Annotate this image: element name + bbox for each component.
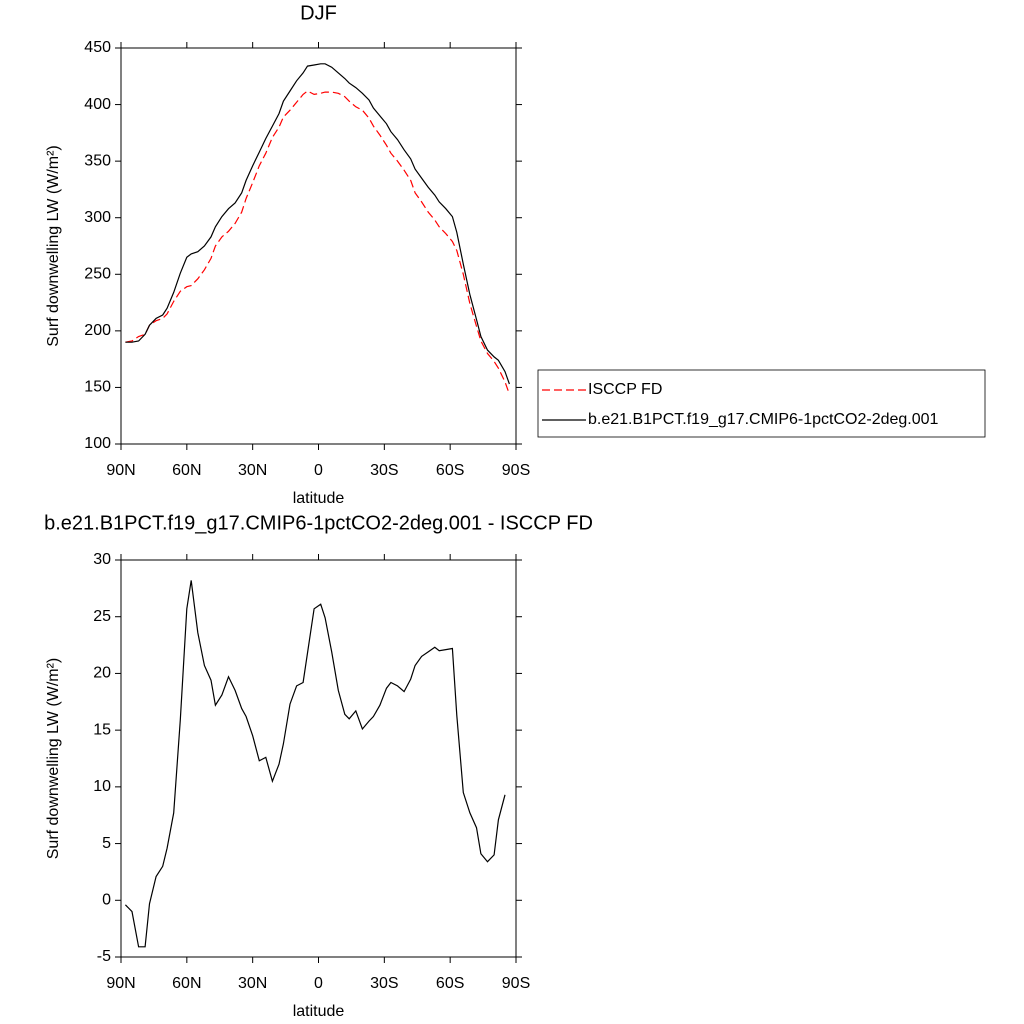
chart-title: DJF — [300, 2, 337, 24]
y-tick-label: 200 — [84, 322, 111, 339]
x-tick-label: 30N — [238, 462, 267, 479]
y-tick-label: 300 — [84, 209, 111, 226]
y-tick-label: 5 — [102, 835, 111, 852]
y-tick-label: 400 — [84, 96, 111, 113]
legend-label: ISCCP FD — [588, 381, 662, 398]
plot-frame — [120, 47, 517, 445]
x-tick-label: 90N — [106, 462, 135, 479]
data-line — [125, 63, 510, 385]
y-tick-label: 30 — [93, 551, 111, 568]
x-tick-label: 30S — [370, 462, 398, 479]
x-axis-label: latitude — [293, 490, 345, 507]
x-axis-label: latitude — [293, 1003, 345, 1020]
x-tick-label: 90N — [106, 975, 135, 992]
y-tick-label: 10 — [93, 778, 111, 795]
legend-label: b.e21.B1PCT.f19_g17.CMIP6-1pctCO2-2deg.0… — [588, 411, 939, 428]
y-tick-label: 25 — [93, 608, 111, 625]
x-tick-label: 30N — [238, 975, 267, 992]
x-tick-label: 60N — [172, 462, 201, 479]
y-tick-label: 100 — [84, 435, 111, 452]
x-tick-label: 60S — [436, 462, 464, 479]
y-tick-label: 150 — [84, 379, 111, 396]
y-tick-label: 0 — [102, 892, 111, 909]
y-tick-label: 450 — [84, 39, 111, 56]
chart-title: b.e21.B1PCT.f19_g17.CMIP6-1pctCO2-2deg.0… — [44, 512, 593, 534]
y-axis-label: Surf downwelling LW (W/m²) — [45, 658, 62, 860]
y-tick-label: -5 — [97, 948, 111, 965]
data-line — [125, 90, 510, 395]
x-tick-label: 0 — [314, 462, 323, 479]
y-axis-label: Surf downwelling LW (W/m²) — [45, 145, 62, 347]
data-line — [124, 580, 506, 948]
plot-frame — [120, 559, 517, 958]
x-tick-label: 90S — [502, 975, 530, 992]
x-tick-label: 0 — [314, 975, 323, 992]
y-tick-label: 20 — [93, 665, 111, 682]
y-tick-label: 15 — [93, 721, 111, 738]
x-tick-label: 60N — [172, 975, 201, 992]
x-tick-label: 30S — [370, 975, 398, 992]
y-tick-label: 350 — [84, 152, 111, 169]
y-tick-label: 250 — [84, 266, 111, 283]
x-tick-label: 60S — [436, 975, 464, 992]
legend-box — [537, 369, 986, 438]
x-tick-label: 90S — [502, 462, 530, 479]
